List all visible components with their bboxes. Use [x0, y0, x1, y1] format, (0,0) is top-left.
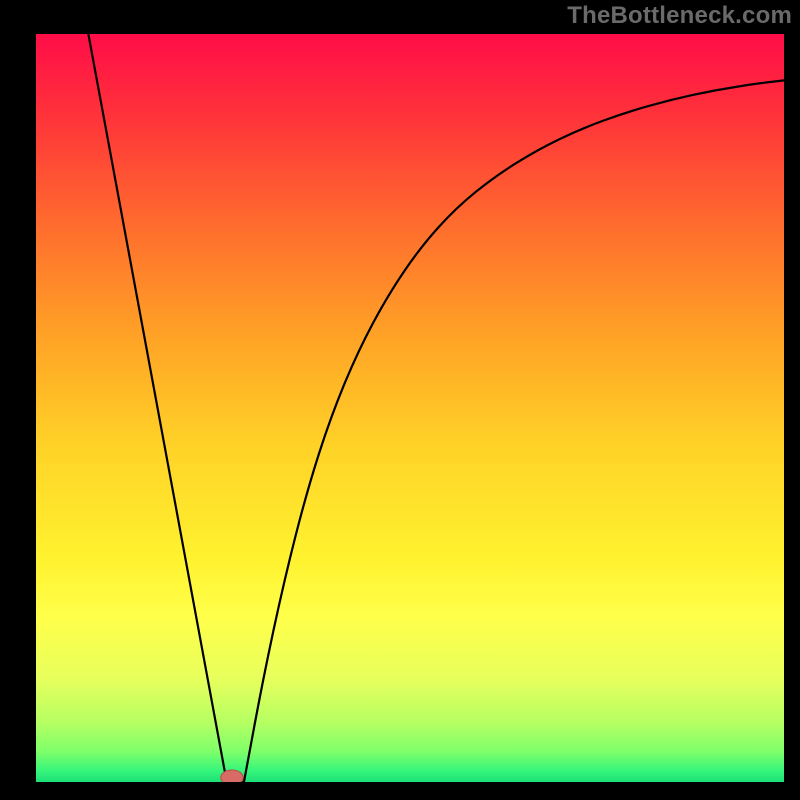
bottleneck-marker [221, 770, 243, 782]
watermark-text: TheBottleneck.com [567, 2, 792, 30]
bottleneck-chart [36, 34, 784, 782]
gradient-background [36, 34, 784, 782]
outer-black-frame: TheBottleneck.com [0, 0, 800, 800]
